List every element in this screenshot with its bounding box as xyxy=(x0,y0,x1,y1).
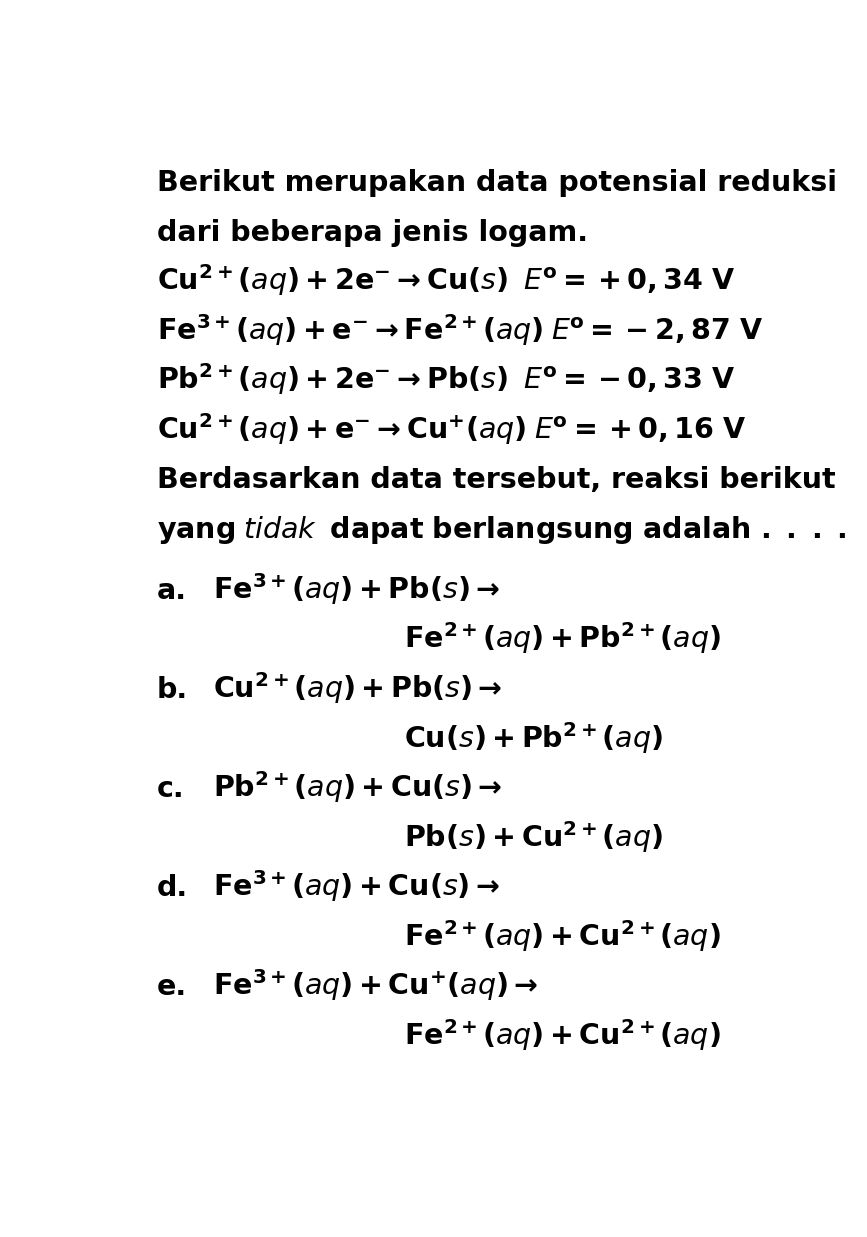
Text: $\mathbf{Fe^{2+}(}\mathit{aq}\mathbf{) + Cu^{2+}(}\mathit{aq}\mathbf{)}$: $\mathbf{Fe^{2+}(}\mathit{aq}\mathbf{) +… xyxy=(404,918,720,954)
Text: $\mathbf{Cu^{2+}}\mathbf{(}\mathit{aq}\mathbf{) + 2e^{-} \rightarrow Cu(}\mathit: $\mathbf{Cu^{2+}}\mathbf{(}\mathit{aq}\m… xyxy=(157,262,735,298)
Text: $\mathbf{Fe^{3+}(}\mathit{aq}\mathbf{) + Cu^{+}(}\mathit{aq}\mathbf{) \rightarro: $\mathbf{Fe^{3+}(}\mathit{aq}\mathbf{) +… xyxy=(212,967,538,1003)
Text: e.: e. xyxy=(157,974,187,1001)
Text: $\mathbf{Pb(}\mathit{s}\mathbf{) + Cu^{2+}(}\mathit{aq}\mathbf{)}$: $\mathbf{Pb(}\mathit{s}\mathbf{) + Cu^{2… xyxy=(404,819,663,855)
Text: $\mathbf{Fe^{3+}(}\mathit{aq}\mathbf{) + e^{-} \rightarrow Fe^{2+}(}\mathit{aq}\: $\mathbf{Fe^{3+}(}\mathit{aq}\mathbf{) +… xyxy=(157,312,763,348)
Text: $\mathbf{Pb^{2+}(}\mathit{aq}\mathbf{) + 2e^{-} \rightarrow Pb(}\mathit{s}\mathb: $\mathbf{Pb^{2+}(}\mathit{aq}\mathbf{) +… xyxy=(157,361,735,397)
Text: b.: b. xyxy=(157,677,188,704)
Text: $\mathbf{Cu^{2+}(}\mathit{aq}\mathbf{) + Pb(}\mathit{s}\mathbf{) \rightarrow}$: $\mathbf{Cu^{2+}(}\mathit{aq}\mathbf{) +… xyxy=(212,670,502,706)
Text: $\mathbf{yang\;} \mathit{tidak} \mathbf{\;\; dapat\ berlangsung\ adalah\ .\ .\ .: $\mathbf{yang\;} \mathit{tidak} \mathbf{… xyxy=(157,515,846,546)
Text: a.: a. xyxy=(157,576,186,605)
Text: $\mathbf{Fe^{2+}(}\mathit{aq}\mathbf{) + Pb^{2+}(}\mathit{aq}\mathbf{)}$: $\mathbf{Fe^{2+}(}\mathit{aq}\mathbf{) +… xyxy=(404,621,720,657)
Text: $\mathbf{Cu^{2+}(}\mathit{aq}\mathbf{) + e^{-} \rightarrow Cu^{+}(}\mathit{aq}\m: $\mathbf{Cu^{2+}(}\mathit{aq}\mathbf{) +… xyxy=(157,411,746,447)
Text: $\mathbf{Cu(}\mathit{s}\mathbf{) + Pb^{2+}(}\mathit{aq}\mathbf{)}$: $\mathbf{Cu(}\mathit{s}\mathbf{) + Pb^{2… xyxy=(404,720,663,756)
Text: c.: c. xyxy=(157,776,185,803)
Text: d.: d. xyxy=(157,875,188,902)
Text: dari beberapa jenis logam.: dari beberapa jenis logam. xyxy=(157,219,588,247)
Text: Berikut merupakan data potensial reduksi: Berikut merupakan data potensial reduksi xyxy=(157,169,837,198)
Text: $\mathbf{Fe^{2+}(}\mathit{aq}\mathbf{) + Cu^{2+}(}\mathit{aq}\mathbf{)}$: $\mathbf{Fe^{2+}(}\mathit{aq}\mathbf{) +… xyxy=(404,1017,720,1053)
Text: $\mathbf{Fe^{3+}(}\mathit{aq}\mathbf{) + Cu(}\mathit{s}\mathbf{) \rightarrow}$: $\mathbf{Fe^{3+}(}\mathit{aq}\mathbf{) +… xyxy=(212,868,499,904)
Text: $\mathbf{Fe^{3+}(}\mathit{aq}\mathbf{) + Pb(}\mathit{s}\mathbf{) \rightarrow}$: $\mathbf{Fe^{3+}(}\mathit{aq}\mathbf{) +… xyxy=(212,571,499,607)
Text: $\mathbf{Pb^{2+}(}\mathit{aq}\mathbf{) + Cu(}\mathit{s}\mathbf{) \rightarrow}$: $\mathbf{Pb^{2+}(}\mathit{aq}\mathbf{) +… xyxy=(212,769,502,805)
Text: Berdasarkan data tersebut, reaksi berikut: Berdasarkan data tersebut, reaksi beriku… xyxy=(157,466,836,495)
